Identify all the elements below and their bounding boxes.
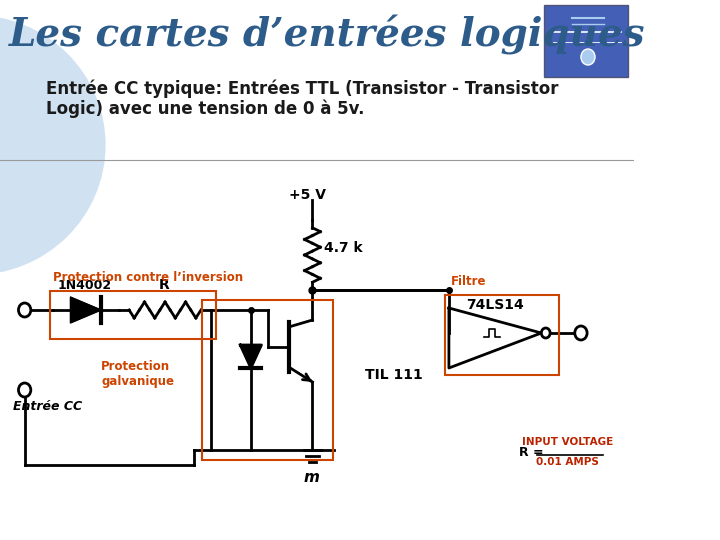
Text: 0.01 AMPS: 0.01 AMPS	[536, 457, 599, 467]
Circle shape	[19, 383, 31, 397]
Bar	[544, 5, 628, 77]
Circle shape	[581, 49, 595, 65]
Text: 74LS14: 74LS14	[466, 298, 523, 312]
Text: m: m	[304, 470, 320, 485]
Bar	[50, 291, 216, 339]
Text: 1N4002: 1N4002	[57, 279, 112, 292]
Circle shape	[575, 326, 587, 340]
Text: Filtre: Filtre	[451, 275, 486, 288]
Text: 4.7 k: 4.7 k	[324, 241, 363, 255]
Text: Entrée CC: Entrée CC	[13, 400, 82, 413]
Bar	[444, 295, 559, 375]
Text: +5 V: +5 V	[289, 188, 325, 202]
Polygon shape	[240, 345, 261, 368]
Text: R =: R =	[519, 447, 544, 460]
Text: TIL 111: TIL 111	[365, 368, 423, 382]
Circle shape	[19, 303, 31, 317]
Text: Logic) avec une tension de 0 à 5v.: Logic) avec une tension de 0 à 5v.	[46, 100, 364, 118]
Text: Protection contre l’inversion: Protection contre l’inversion	[53, 271, 243, 284]
Text: R: R	[158, 278, 169, 292]
Text: Les cartes d’entrées logiques: Les cartes d’entrées logiques	[9, 15, 645, 55]
Text: Entrée CC typique: Entrées TTL (Transistor - Transistor: Entrée CC typique: Entrées TTL (Transist…	[46, 80, 558, 98]
Ellipse shape	[0, 15, 106, 275]
Text: INPUT VOLTAGE: INPUT VOLTAGE	[522, 437, 613, 447]
Polygon shape	[449, 308, 541, 368]
Bar	[202, 300, 333, 460]
Circle shape	[541, 328, 550, 338]
Text: Protection
galvanique: Protection galvanique	[102, 360, 174, 388]
Polygon shape	[71, 297, 102, 323]
